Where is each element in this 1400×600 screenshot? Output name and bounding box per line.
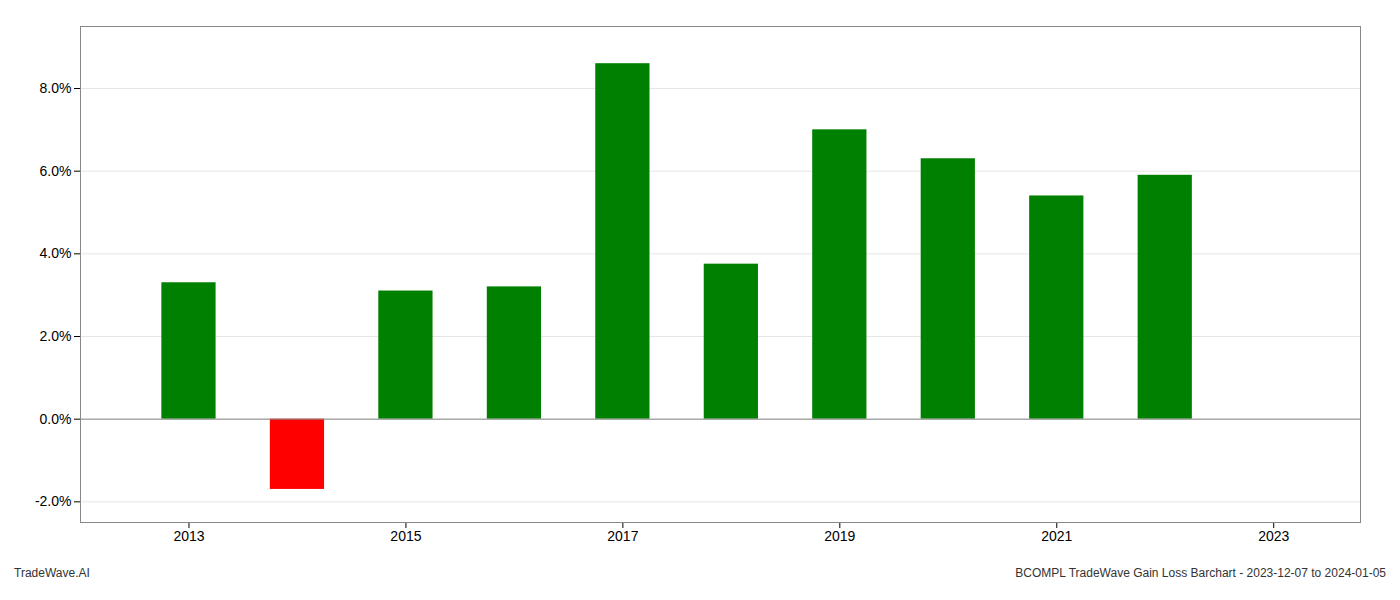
svg-text:2021: 2021 xyxy=(1041,528,1072,544)
svg-text:-2.0%: -2.0% xyxy=(35,493,72,509)
svg-text:2023: 2023 xyxy=(1258,528,1289,544)
svg-text:2.0%: 2.0% xyxy=(40,328,72,344)
svg-text:0.0%: 0.0% xyxy=(40,411,72,427)
svg-text:6.0%: 6.0% xyxy=(40,163,72,179)
svg-text:2013: 2013 xyxy=(173,528,204,544)
html-text:BCOMPL TradeWave Gain Loss Bar: BCOMPL TradeWave Gain Loss Barchart - 20… xyxy=(1015,566,1386,580)
html-text:TradeWave.AI: TradeWave.AI xyxy=(14,566,90,580)
svg-text:8.0%: 8.0% xyxy=(40,80,72,96)
svg-text:2017: 2017 xyxy=(607,528,638,544)
svg-text:2019: 2019 xyxy=(824,528,855,544)
svg-text:2015: 2015 xyxy=(390,528,421,544)
svg-text:4.0%: 4.0% xyxy=(40,245,72,261)
